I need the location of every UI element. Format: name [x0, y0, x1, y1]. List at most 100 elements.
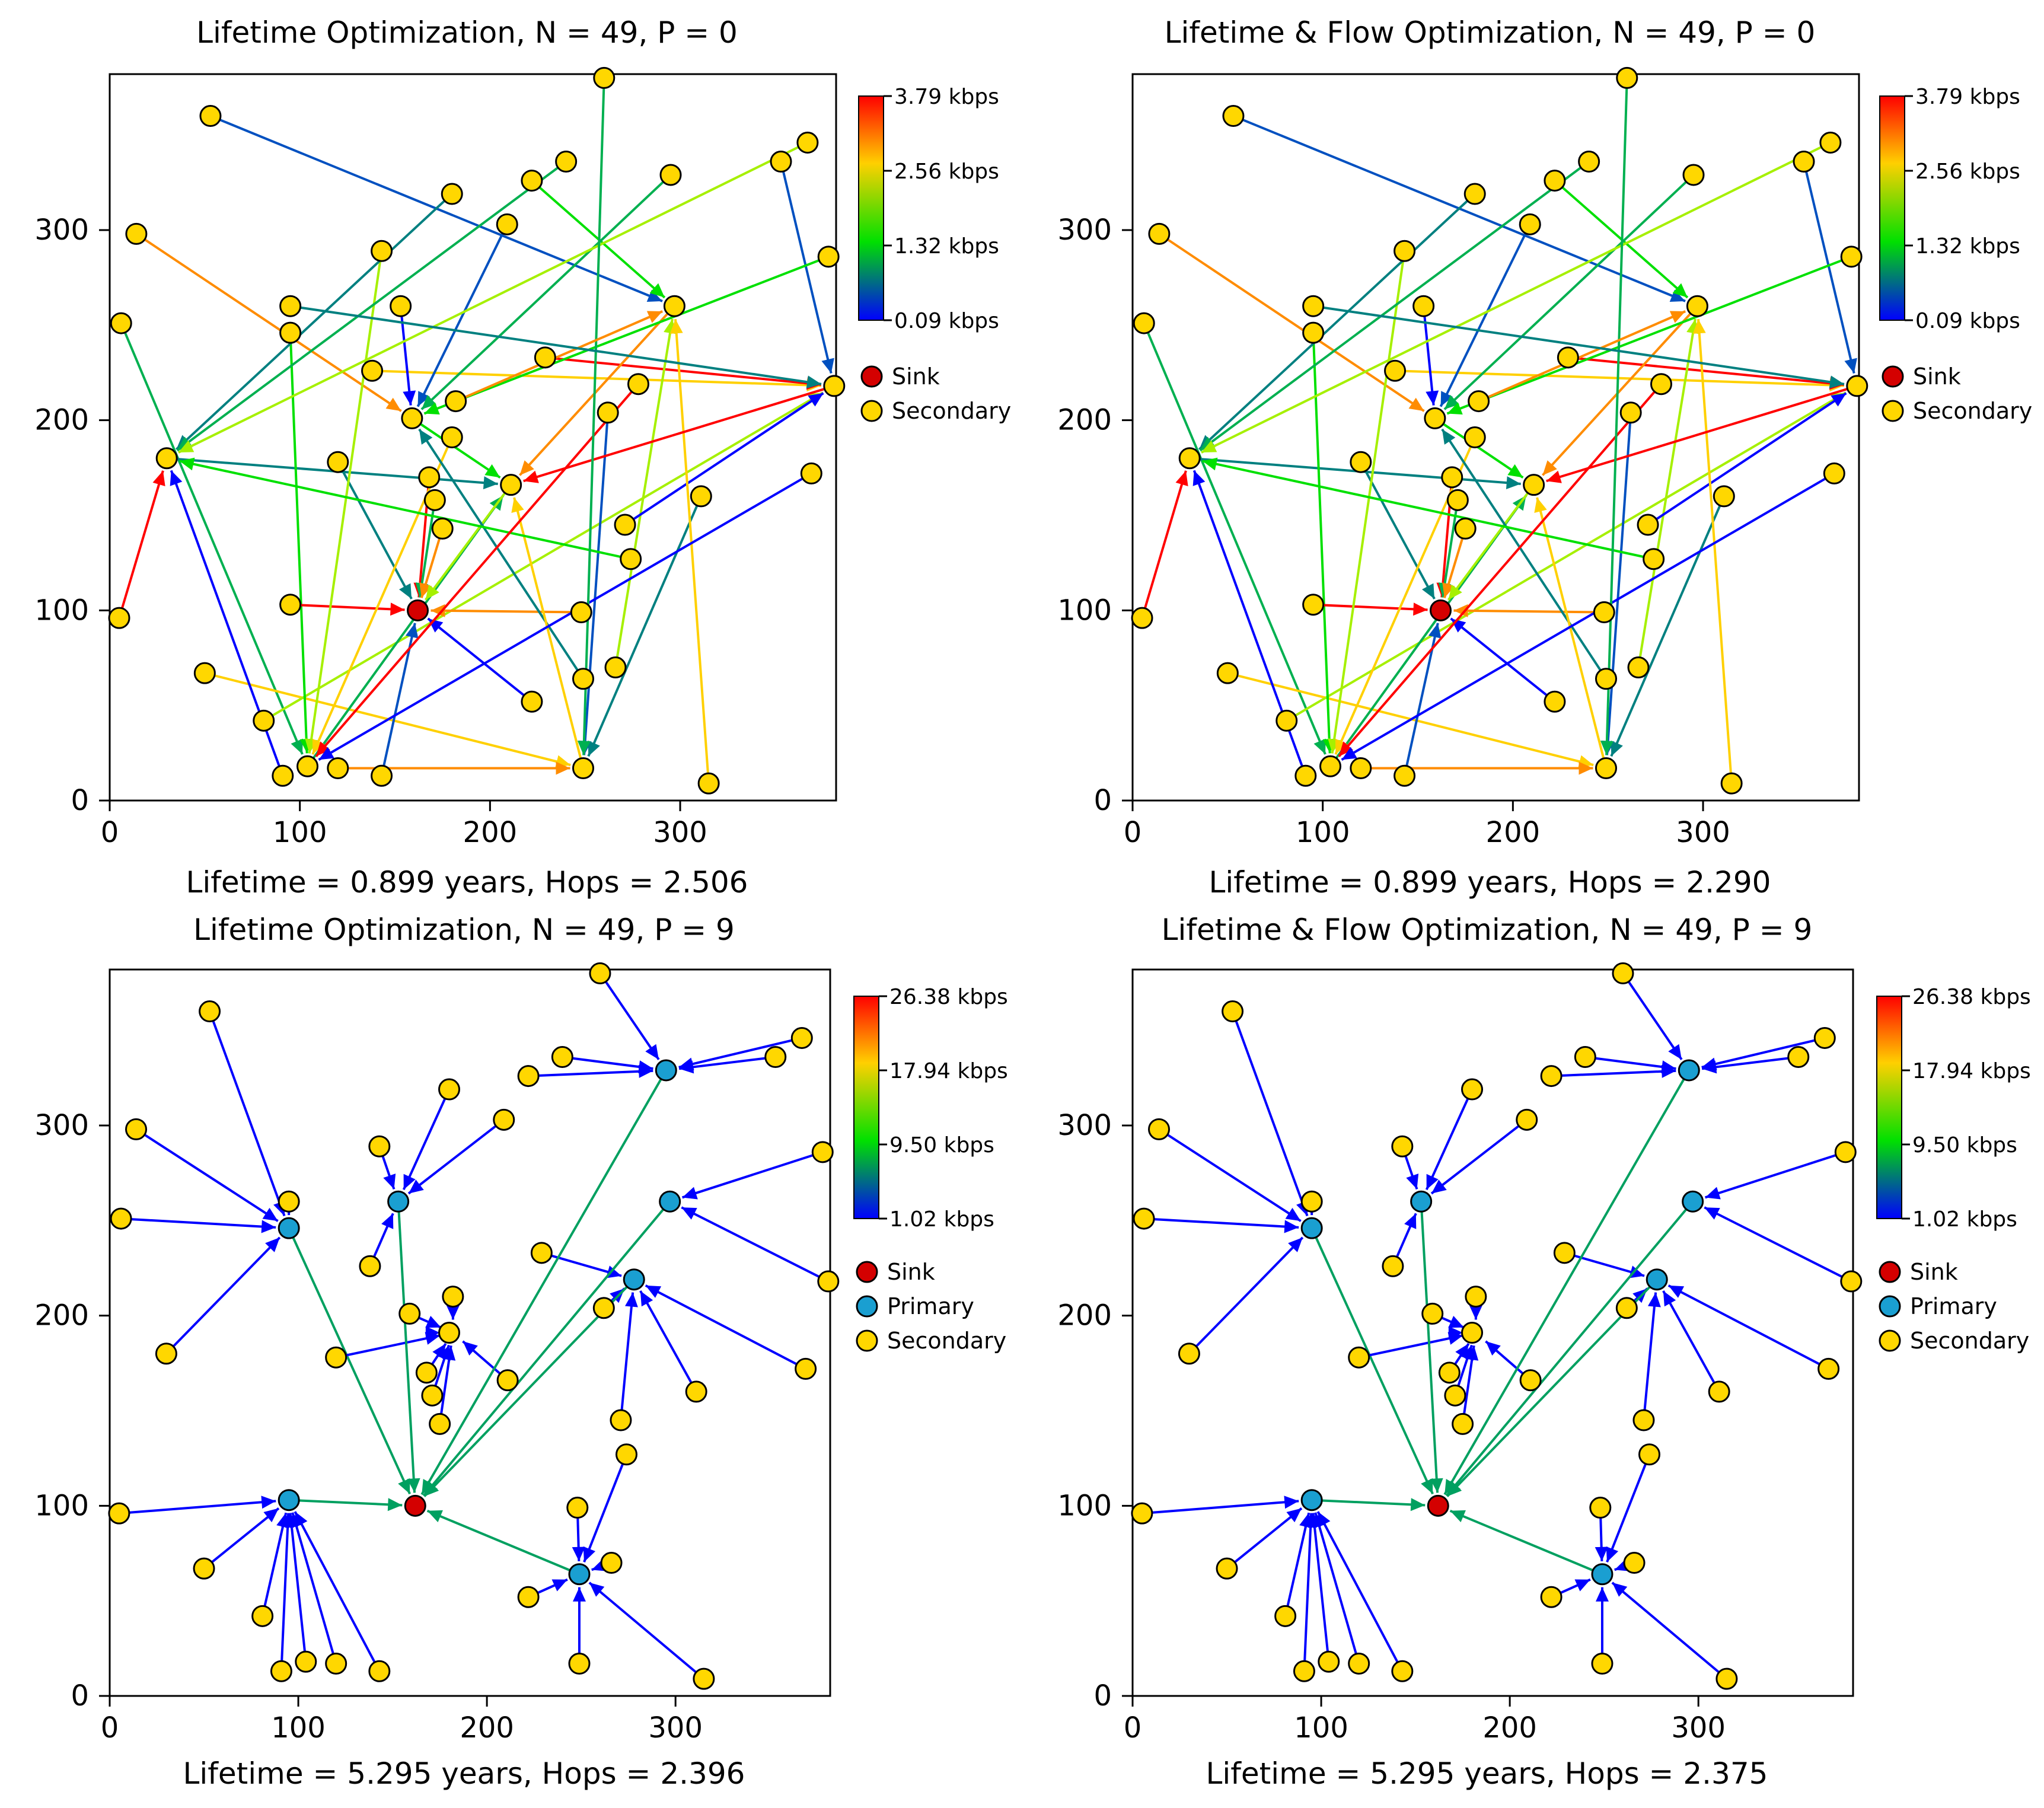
primary-node	[387, 1190, 410, 1213]
colorbar-label: 0.09 kbps	[894, 309, 999, 333]
secondary-node	[1713, 485, 1735, 508]
secondary-node	[327, 451, 349, 473]
secondary-node	[1540, 1065, 1563, 1088]
flow-edge	[528, 1069, 653, 1077]
secondary-node	[1516, 1108, 1538, 1131]
flow-arrowhead	[1692, 319, 1706, 334]
secondary-node	[368, 1135, 391, 1157]
flow-edge	[407, 1118, 505, 1195]
flow-arrowhead	[1341, 747, 1357, 760]
secondary-node	[1293, 1660, 1315, 1682]
flow-edge	[294, 1511, 381, 1672]
secondary-node	[604, 656, 627, 679]
flow-arrowhead	[1284, 1495, 1299, 1509]
flow-arrowhead	[1469, 1305, 1482, 1320]
flow-edge	[1662, 1290, 1720, 1392]
flow-arrowhead	[178, 440, 194, 453]
secondary-node	[1391, 1660, 1414, 1682]
flow-edge	[422, 1200, 671, 1497]
flow-edge	[280, 1513, 290, 1672]
flow-edge	[1637, 318, 1697, 668]
panel-p4: Lifetime & Flow Optimization, N = 49, P …	[1057, 913, 2030, 1791]
flow-edge	[678, 1056, 776, 1070]
secondary-node	[517, 1586, 540, 1608]
flow-arrowhead	[425, 1315, 441, 1328]
flow-edge	[425, 484, 512, 601]
legend-marker	[1879, 1295, 1901, 1318]
flow-edge	[1610, 496, 1726, 757]
flow-edge	[420, 174, 672, 410]
x-tick-label: 0	[101, 1711, 119, 1745]
y-tick-label: 100	[1057, 1489, 1112, 1522]
legend-label: Primary	[887, 1293, 974, 1319]
flow-edge	[420, 1069, 668, 1495]
primary-node	[1410, 1190, 1433, 1213]
flow-arrowhead	[1534, 497, 1547, 513]
primary-node	[1682, 1190, 1704, 1213]
flow-arrowhead	[152, 470, 165, 487]
secondary-node	[1638, 1443, 1660, 1466]
flow-edge	[674, 319, 710, 784]
flow-edge	[1141, 470, 1187, 618]
flow-arrowhead	[1450, 1510, 1466, 1523]
secondary-node	[295, 1650, 317, 1673]
secondary-node	[1720, 772, 1743, 795]
x-tick-label: 100	[273, 816, 327, 849]
flow-edge	[1226, 1507, 1303, 1570]
flow-arrowhead	[519, 460, 534, 476]
secondary-node	[1787, 1046, 1810, 1069]
flow-edge	[1443, 174, 1695, 410]
flow-edge	[1439, 224, 1532, 407]
panel-title: Lifetime & Flow Optimization, N = 49, P …	[1165, 15, 1816, 50]
flow-edge	[1143, 1217, 1299, 1229]
flow-arrowhead	[407, 1478, 420, 1493]
flow-arrowhead	[1421, 1478, 1433, 1494]
secondary-node	[1222, 105, 1245, 127]
flow-arrowhead	[556, 761, 570, 775]
flow-arrowhead	[1844, 358, 1857, 374]
x-tick-label: 200	[460, 1711, 514, 1745]
flow-edge	[318, 472, 812, 761]
secondary-node	[361, 359, 384, 382]
flow-arrowhead	[295, 1512, 308, 1528]
secondary-node	[1382, 1255, 1404, 1277]
flow-edge	[1331, 250, 1406, 754]
legend-label: Sink	[1913, 363, 1961, 390]
colorbar-label: 2.56 kbps	[894, 160, 999, 184]
secondary-node	[1348, 1652, 1370, 1675]
secondary-node	[795, 1357, 817, 1380]
secondary-node	[572, 757, 594, 779]
flow-arrowhead	[1701, 1057, 1717, 1071]
panel-caption: Lifetime = 0.899 years, Hops = 2.290	[1209, 865, 1771, 900]
secondary-node	[496, 213, 518, 235]
flow-arrowhead	[291, 738, 303, 754]
secondary-node	[155, 1343, 177, 1365]
flow-arrowhead	[463, 1341, 478, 1356]
flow-edge	[1334, 436, 1477, 755]
flow-arrowhead	[1669, 311, 1686, 323]
flow-edge	[288, 1227, 411, 1495]
flow-arrowhead	[1705, 1187, 1721, 1200]
secondary-node	[401, 407, 423, 429]
x-tick-label: 100	[1294, 1711, 1348, 1745]
plot-frame	[109, 968, 831, 1697]
flow-edge	[513, 497, 585, 769]
flow-arrowhead	[808, 393, 824, 407]
flow-edge	[1420, 1201, 1439, 1493]
flow-edge	[1316, 1511, 1404, 1672]
flow-edge	[416, 224, 509, 407]
secondary-node	[108, 1502, 130, 1525]
flow-arrowhead	[261, 1220, 276, 1233]
flow-edge	[291, 1512, 337, 1664]
flow-edge	[1449, 1509, 1603, 1576]
flow-arrowhead	[405, 623, 419, 639]
flow-arrowhead	[261, 1495, 276, 1509]
y-tick-label: 0	[71, 784, 89, 817]
x-tick-label: 100	[1296, 816, 1350, 849]
secondary-node	[1394, 764, 1416, 787]
flow-edge	[523, 385, 835, 483]
secondary-node	[1350, 451, 1372, 473]
flow-arrowhead	[1606, 1546, 1619, 1563]
flow-edge	[1568, 356, 1845, 386]
